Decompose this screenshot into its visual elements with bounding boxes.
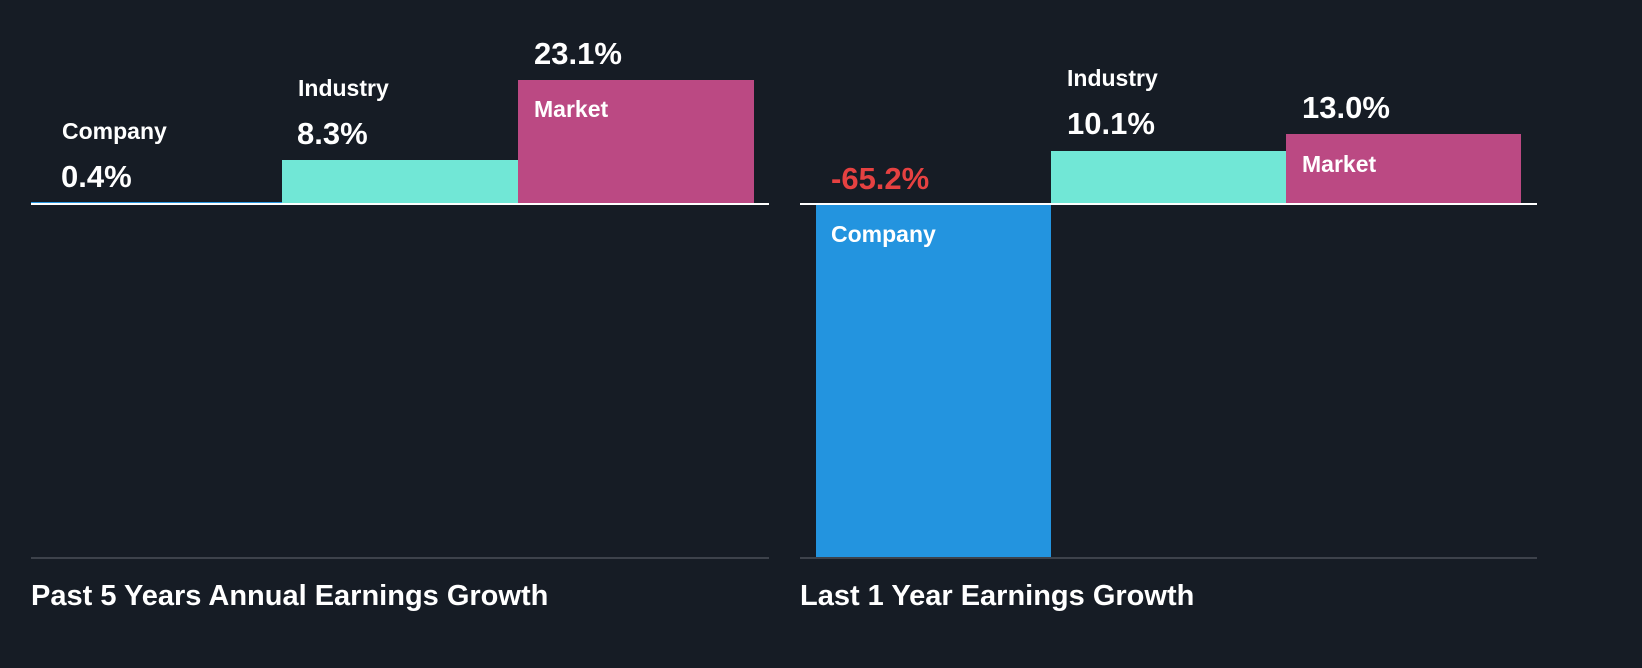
right-company-value: -65.2% [831,161,930,196]
right-baseline [800,203,1537,205]
right-industry-bar [1051,151,1286,204]
left-chart-title: Past 5 Years Annual Earnings Growth [31,580,549,612]
left-market-label: Market [534,96,609,122]
right-market-label: Market [1302,151,1377,177]
right-industry-value: 10.1% [1067,106,1155,141]
right-bottom-gridline [800,557,1537,559]
right-company-label: Company [831,221,936,247]
right-company-bar [816,204,1051,558]
right-chart-title: Last 1 Year Earnings Growth [800,580,1195,612]
right-industry-label: Industry [1067,65,1158,91]
left-company-label: Company [62,118,167,144]
left-baseline [31,203,769,205]
left-industry-bar [282,160,518,204]
left-industry-label: Industry [298,75,389,101]
left-market-bar [518,80,754,204]
left-industry-value: 8.3% [297,116,368,151]
left-market-value: 23.1% [534,36,622,71]
right-market-value: 13.0% [1302,90,1390,125]
right-market-bar [1286,134,1521,204]
left-bottom-gridline [31,557,769,559]
left-company-value: 0.4% [61,159,132,194]
